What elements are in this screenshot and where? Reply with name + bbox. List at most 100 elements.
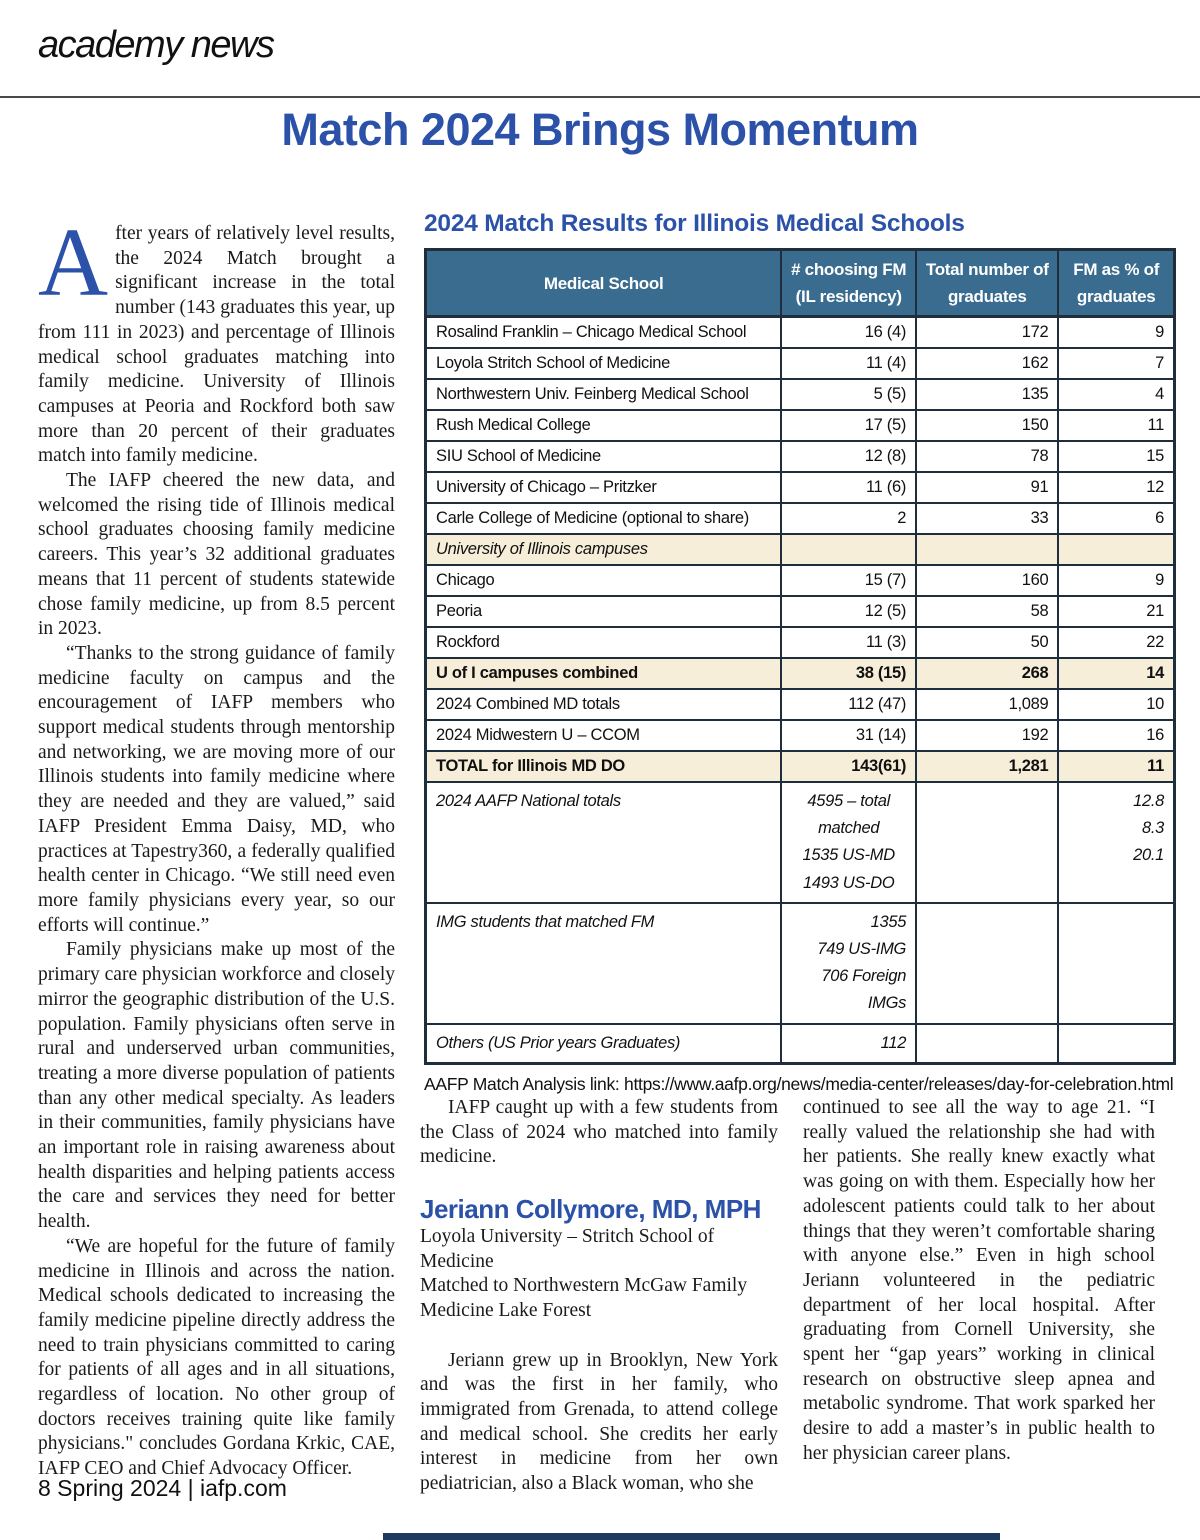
cell-value: 172	[915, 315, 1060, 349]
cell-value: 50	[915, 625, 1060, 659]
profile-credentials: Loyola University – Stritch School of Me…	[420, 1225, 748, 1321]
body-paragraph: Family physicians make up most of the pr…	[38, 939, 395, 1233]
cell-value: 38 (15)	[780, 656, 918, 690]
cell-value: 16 (4)	[780, 315, 918, 349]
cell-value: 15	[1057, 439, 1176, 473]
body-paragraph: “Thanks to the strong guidance of family…	[38, 642, 395, 936]
cell-value: 14	[1057, 656, 1176, 690]
profiles-intro: IAFP caught up with a few students from …	[420, 1097, 778, 1168]
cell-value: 11	[1057, 749, 1176, 783]
cell-value: 2	[780, 501, 918, 535]
cell-value: 12 (5)	[780, 594, 918, 628]
cell-school: U of I campuses combined	[424, 656, 783, 690]
cell-school: Rockford	[424, 625, 783, 659]
cell-value: 11 (4)	[780, 346, 918, 380]
cell-school: Peoria	[424, 594, 783, 628]
table-row: Rosalind Franklin – Chicago Medical Scho…	[424, 315, 1176, 349]
match-table-body: Rosalind Franklin – Chicago Medical Scho…	[424, 315, 1176, 1065]
cell-value: 21	[1057, 594, 1176, 628]
table-row: Carle College of Medicine (optional to s…	[424, 501, 1176, 535]
cell-value: 112 (47)	[780, 687, 918, 721]
cell-value: 9	[1057, 563, 1176, 597]
lead-text: fter years of relatively level results, …	[38, 223, 395, 467]
table-row: 2024 Midwestern U – CCOM 31 (14) 192 16	[424, 718, 1176, 752]
cell-school: Chicago	[424, 563, 783, 597]
cell-value: 1,089	[915, 687, 1060, 721]
cell-school: 2024 Combined MD totals	[424, 687, 783, 721]
header-rule	[0, 96, 1200, 98]
left-paragraphs: The IAFP cheered the new data, and welco…	[38, 469, 395, 1482]
cell-value: 4	[1057, 377, 1176, 411]
cell-value: 17 (5)	[780, 408, 918, 442]
page-kicker: academy news	[38, 24, 275, 66]
column-header: FM as % of graduates	[1057, 248, 1176, 319]
cell-value: 135	[915, 377, 1060, 411]
cell-value: 1355 749 US-IMG 706 Foreign IMGs	[780, 901, 918, 1025]
cell-value: 143(61)	[780, 749, 918, 783]
table-caption: AAFP Match Analysis link: https://www.aa…	[424, 1074, 1176, 1095]
profile-bio-continued: continued to see all the way to age 21. …	[803, 1097, 1155, 1464]
cell-value: 10	[1057, 687, 1176, 721]
drop-cap: A	[38, 209, 109, 316]
cell-value: 160	[915, 563, 1060, 597]
profile-bio-paragraph: Jeriann grew up in Brooklyn, New York an…	[420, 1349, 778, 1495]
cell-value: 7	[1057, 346, 1176, 380]
cell-value: 91	[915, 470, 1060, 504]
table-row: Chicago 15 (7) 160 9	[424, 563, 1176, 597]
cell-value	[1057, 1022, 1176, 1065]
cell-value: 5 (5)	[780, 377, 918, 411]
cell-value: 150	[915, 408, 1060, 442]
cell-school: Northwestern Univ. Feinberg Medical Scho…	[424, 377, 783, 411]
table-row: Others (US Prior years Graduates) 112	[424, 1022, 1176, 1065]
cell-value: 31 (14)	[780, 718, 918, 752]
cell-value: 16	[1057, 718, 1176, 752]
page-footer: 8 Spring 2024 | iafp.com	[38, 1475, 287, 1501]
article-middle-column: IAFP caught up with a few students from …	[420, 1096, 778, 1497]
cell-value: 192	[915, 718, 1060, 752]
cell-value: 11	[1057, 408, 1176, 442]
cell-value: 78	[915, 439, 1060, 473]
cell-value: 162	[915, 346, 1060, 380]
cell-value	[915, 532, 1060, 566]
cell-value: 58	[915, 594, 1060, 628]
cell-value: 11 (6)	[780, 470, 918, 504]
cell-school: Others (US Prior years Graduates)	[424, 1022, 783, 1065]
table-row: 2024 Combined MD totals 112 (47) 1,089 10	[424, 687, 1176, 721]
cell-value	[915, 1022, 1060, 1065]
cell-school: SIU School of Medicine	[424, 439, 783, 473]
cell-school: Carle College of Medicine (optional to s…	[424, 501, 783, 535]
table-row: SIU School of Medicine 12 (8) 78 15	[424, 439, 1176, 473]
cell-value: 12	[1057, 470, 1176, 504]
cell-value: 1,281	[915, 749, 1060, 783]
column-header: Medical School	[424, 248, 783, 319]
cell-value	[1057, 532, 1176, 566]
cell-value: 12 (8)	[780, 439, 918, 473]
table-row: U of I campuses combined 38 (15) 268 14	[424, 656, 1176, 690]
bottom-bar	[383, 1533, 1000, 1540]
cell-value: 4595 – total matched 1535 US-MD 1493 US-…	[780, 780, 918, 904]
table-row: University of Illinois campuses	[424, 532, 1176, 566]
table-row: Northwestern Univ. Feinberg Medical Scho…	[424, 377, 1176, 411]
match-table-head: Medical School # choosing FM (IL residenc…	[424, 248, 1176, 319]
table-header-row: Medical School # choosing FM (IL residenc…	[424, 248, 1176, 319]
table-row: TOTAL for Illinois MD DO 143(61) 1,281 11	[424, 749, 1176, 783]
match-results-table: Medical School # choosing FM (IL residenc…	[424, 248, 1176, 1065]
profile-name-heading: Jeriann Collymore, MD, MPH	[420, 1194, 761, 1225]
article-right-column: continued to see all the way to age 21. …	[803, 1096, 1155, 1467]
table-row: University of Chicago – Pritzker 11 (6) 91…	[424, 470, 1176, 504]
cell-value: 11 (3)	[780, 625, 918, 659]
cell-value: 268	[915, 656, 1060, 690]
table-row: Peoria 12 (5) 58 21	[424, 594, 1176, 628]
caption-label: AAFP Match Analysis link:	[424, 1073, 620, 1094]
cell-school: 2024 AAFP National totals	[424, 780, 783, 904]
cell-value: 15 (7)	[780, 563, 918, 597]
cell-value: 22	[1057, 625, 1176, 659]
page-title: Match 2024 Brings Momentum	[281, 104, 919, 155]
cell-school: University of Illinois campuses	[424, 532, 783, 566]
table-row: 2024 AAFP National totals 4595 – total ma…	[424, 780, 1176, 904]
cell-school: IMG students that matched FM	[424, 901, 783, 1025]
table-row: Loyola Stritch School of Medicine 11 (4) 1…	[424, 346, 1176, 380]
caption-url-link[interactable]: https://www.aafp.org/news/media-center/r…	[624, 1073, 1174, 1094]
